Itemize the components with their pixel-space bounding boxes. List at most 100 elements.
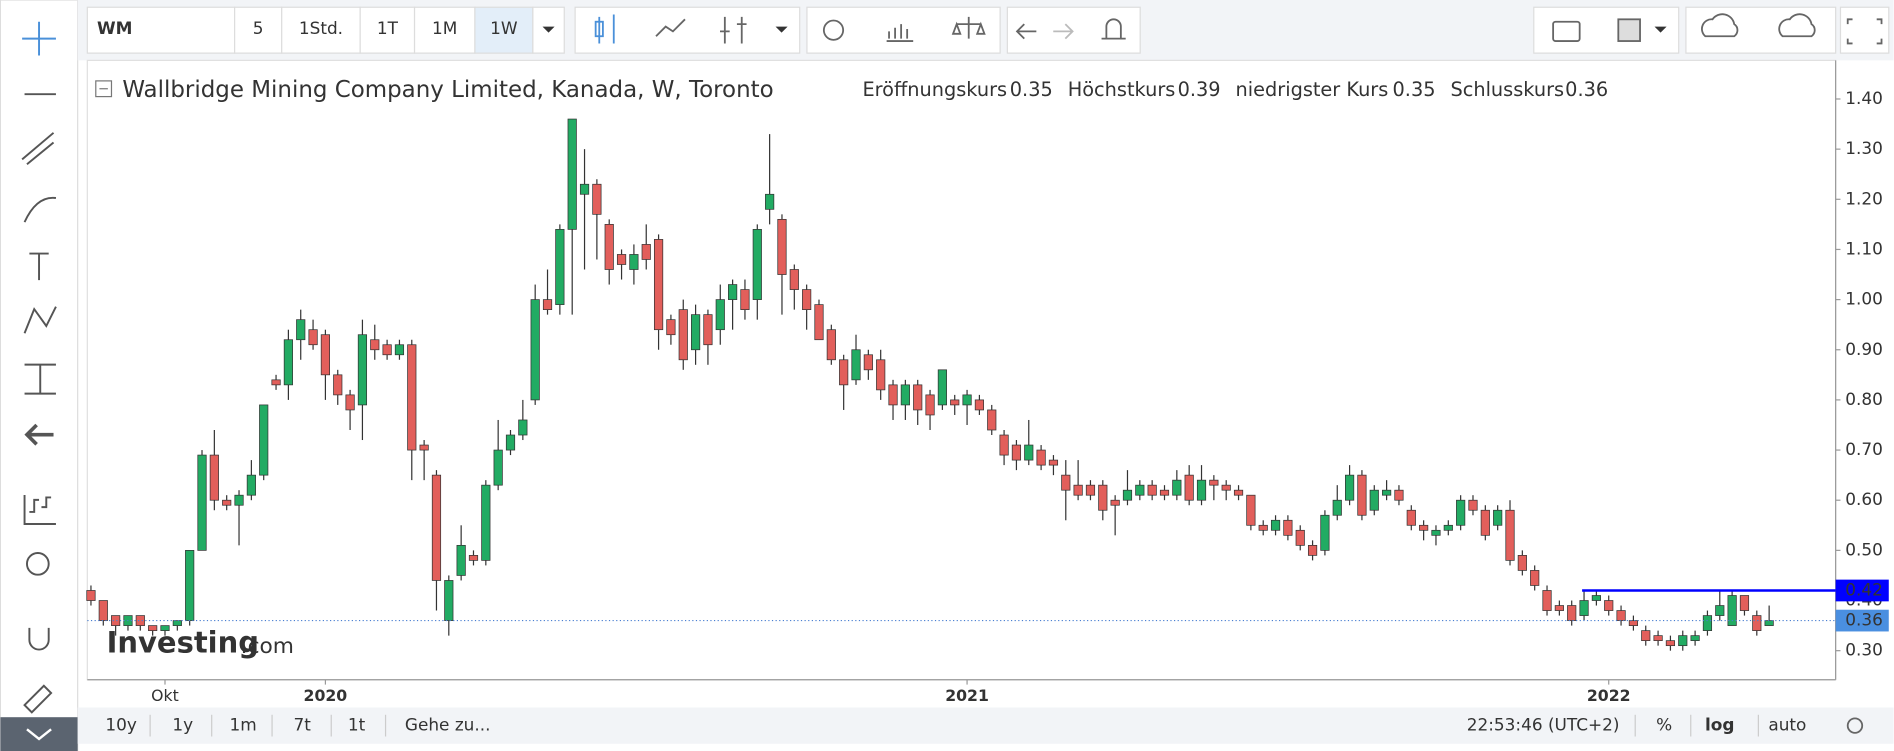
candle-body — [382, 344, 392, 356]
snapshot-group[interactable] — [1533, 6, 1680, 54]
candle-body — [999, 434, 1009, 456]
candle-body — [98, 600, 108, 621]
x-tick-label: 2020 — [304, 686, 348, 705]
candle-body — [703, 314, 713, 346]
interval-button[interactable] — [281, 6, 361, 54]
cloud-group[interactable] — [1685, 6, 1837, 54]
candle-body — [1690, 635, 1700, 642]
candle-body — [1295, 529, 1305, 546]
brush-icon — [23, 196, 57, 223]
candle-body — [481, 484, 491, 561]
candle-body — [678, 309, 688, 361]
chart-type-group[interactable] — [574, 6, 801, 54]
candle-body — [1641, 630, 1651, 642]
scale-option[interactable]: auto — [1768, 715, 1806, 735]
range-button[interactable]: 7t — [294, 715, 312, 735]
candle-body — [1456, 499, 1466, 526]
interval-label: 1M — [432, 18, 457, 38]
candle-body — [579, 183, 590, 195]
candle-body — [357, 334, 368, 406]
candle-body — [962, 394, 972, 406]
goto-button[interactable]: Gehe zu... — [405, 715, 491, 735]
collapse-button[interactable] — [0, 717, 78, 751]
candle-body — [431, 474, 442, 581]
candle-body — [1024, 444, 1034, 461]
candle-body — [1443, 524, 1453, 531]
candle-body — [1196, 479, 1207, 501]
interval-label: 1T — [377, 18, 399, 38]
candle-body — [1739, 595, 1750, 611]
collapse-legend[interactable] — [95, 80, 113, 98]
settings-group[interactable] — [806, 6, 1001, 54]
tool-icons — [21, 21, 57, 714]
candle-body — [1542, 590, 1552, 611]
ohlc-legend: Eröffnungskurs 0.35 Höchstkurs 0.39 niedrigs… — [862, 78, 1608, 101]
y-tick-label: 0.80 — [1845, 389, 1883, 409]
bottom-controls: 10y 1y 1m 7t 1t Gehe zu... 22:53:46 (UTC+2)% lo… — [105, 715, 1864, 737]
y-tick-label: 0.70 — [1845, 439, 1883, 459]
candle-body — [1221, 484, 1231, 491]
undo-group[interactable] — [1006, 6, 1141, 54]
candle-body — [1505, 509, 1515, 561]
y-tick-label: 1.20 — [1845, 188, 1883, 208]
candle-body — [604, 224, 614, 270]
candle-body — [1357, 474, 1367, 516]
interval-button[interactable] — [234, 6, 283, 54]
candle-body — [1752, 615, 1762, 631]
redo-icon — [1053, 23, 1074, 40]
candle-body — [283, 339, 293, 386]
candle-body — [616, 254, 627, 265]
candle-body — [1702, 615, 1713, 631]
y-tick-label: 1.00 — [1845, 289, 1883, 309]
range-button[interactable]: 1t — [348, 715, 366, 735]
candle-body — [172, 620, 182, 626]
candle-body — [185, 550, 195, 621]
candle-body — [1345, 474, 1355, 501]
scale-option[interactable]: log — [1705, 715, 1734, 735]
range-button[interactable]: 1y — [172, 715, 193, 735]
candle-body — [863, 354, 873, 371]
candle-body — [1184, 474, 1194, 501]
range-button[interactable]: 10y — [105, 715, 137, 735]
clock: 22:53:46 (UTC+2) — [1467, 715, 1620, 735]
plot-area — [86, 59, 1837, 681]
y-tick-label: 1.10 — [1845, 238, 1883, 258]
candle-body — [1604, 600, 1614, 611]
candle-body — [826, 329, 836, 361]
interval-buttons: 5 1Std. 1T 1M 1W — [234, 6, 565, 54]
alert-icon — [1101, 18, 1126, 40]
scale-option[interactable]: % — [1656, 715, 1672, 735]
range-button[interactable]: 1m — [229, 715, 256, 735]
interval-button[interactable] — [359, 6, 416, 54]
last-price-label: 0.36 — [1845, 610, 1883, 630]
zoom-icon — [25, 552, 50, 576]
candle-body — [468, 555, 479, 561]
candle-body — [1048, 459, 1059, 466]
settings-gear[interactable] — [1846, 717, 1864, 734]
candle-body — [419, 444, 429, 451]
symbol-box[interactable] — [86, 6, 236, 54]
candle-body — [308, 329, 318, 346]
candle-body — [333, 374, 343, 396]
candles: 0.300.400.500.600.700.800.901.001.101.20… — [86, 88, 1889, 705]
camera-icon — [1552, 20, 1581, 42]
candle-body — [1246, 494, 1256, 526]
candle-body — [1011, 444, 1022, 461]
watermark: Investing .com — [107, 626, 294, 660]
y-tick-label: 1.40 — [1845, 88, 1883, 108]
interval-button[interactable] — [474, 6, 534, 54]
interval-button[interactable] — [413, 6, 476, 54]
candle-body — [1209, 479, 1219, 486]
candle-body — [1764, 620, 1774, 626]
candle-body — [592, 183, 602, 215]
fullscreen-button[interactable] — [1839, 6, 1890, 54]
candle-body — [320, 334, 330, 376]
candle-body — [1061, 474, 1071, 491]
candle-body — [1554, 605, 1564, 611]
candle-body — [1036, 449, 1046, 466]
toolbar-icons — [594, 13, 1883, 45]
candle-body — [839, 359, 849, 386]
candle-body — [1419, 524, 1429, 531]
